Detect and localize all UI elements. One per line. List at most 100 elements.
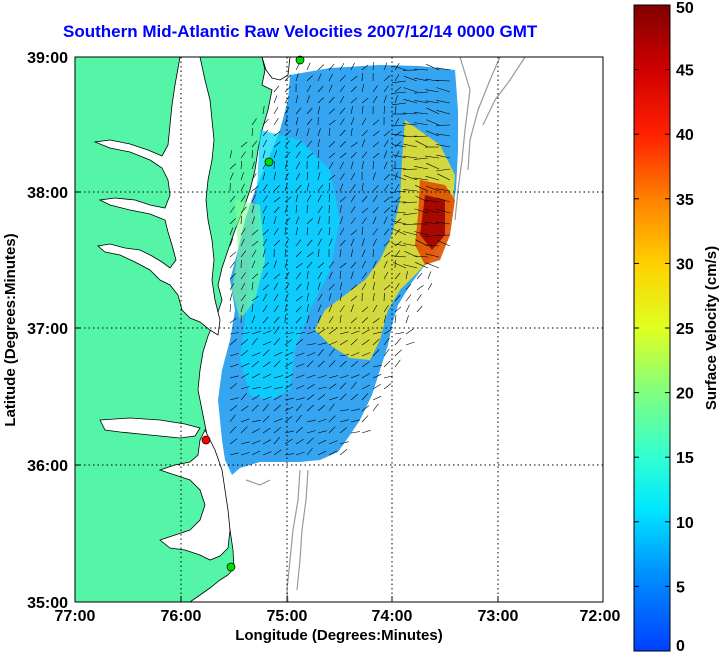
velocity-arrow: [306, 343, 316, 346]
velocity-arrow: [414, 177, 429, 181]
velocity-arrow: [317, 238, 322, 247]
velocity-arrow: [402, 201, 418, 204]
velocity-arrow: [262, 205, 267, 214]
velocity-arrow: [229, 273, 237, 280]
velocity-arrow: [295, 397, 305, 401]
velocity-arrow: [339, 270, 342, 280]
velocity-arrow: [350, 304, 354, 313]
velocity-arrow: [306, 394, 315, 401]
velocity-arrow: [383, 174, 390, 181]
velocity-arrow: [414, 166, 429, 170]
velocity-arrow: [350, 97, 358, 104]
velocity-arrow: [295, 73, 299, 82]
velocity-arrow: [372, 119, 380, 126]
velocity-arrow: [424, 244, 440, 247]
colorbar-tick-label: 0: [676, 638, 685, 655]
velocity-arrow: [361, 139, 366, 148]
velocity-arrow: [306, 315, 310, 324]
velocity-arrow: [361, 72, 363, 82]
velocity-arrow: [273, 106, 279, 115]
velocity-arrow: [251, 205, 255, 214]
velocity-arrow: [383, 240, 391, 247]
velocity-arrow: [425, 209, 440, 214]
velocity-arrow: [284, 74, 291, 82]
velocity-arrow: [383, 360, 391, 368]
velocity-arrow: [229, 318, 237, 324]
velocity-arrow: [405, 271, 408, 280]
station-marker: [295, 55, 305, 65]
velocity-arrow: [372, 365, 382, 368]
velocity-arrow: [229, 293, 233, 302]
velocity-arrow: [273, 282, 278, 291]
velocity-arrow: [339, 249, 342, 258]
velocity-arrow: [339, 141, 346, 148]
velocity-arrow: [306, 352, 316, 357]
velocity-arrow: [240, 386, 250, 390]
velocity-arrow: [361, 415, 369, 423]
velocity-arrow: [383, 383, 392, 390]
velocity-arrow: [437, 173, 451, 181]
velocity-arrow: [339, 293, 343, 302]
velocity-arrow: [405, 328, 414, 335]
velocity-arrow: [361, 238, 365, 247]
velocity-arrow: [229, 338, 237, 346]
velocity-arrow: [425, 78, 440, 82]
velocity-arrow: [317, 271, 323, 280]
velocity-arrow: [328, 341, 338, 346]
velocity-arrow: [403, 243, 418, 247]
velocity-arrow: [317, 249, 320, 258]
velocity-arrow: [306, 437, 314, 445]
velocity-arrow: [328, 304, 333, 313]
velocity-arrow: [273, 449, 282, 456]
velocity-arrow: [372, 403, 379, 412]
velocity-arrow: [350, 374, 360, 379]
x-tick-label: 75:00: [267, 608, 308, 625]
velocity-arrow: [284, 438, 293, 445]
velocity-arrow: [391, 167, 407, 170]
velocity-arrow: [273, 395, 282, 401]
velocity-arrow: [229, 251, 237, 258]
velocity-arrow: [392, 243, 407, 247]
velocity-arrow: [435, 234, 451, 236]
velocity-arrow: [240, 426, 248, 434]
velocity-arrow: [306, 218, 314, 225]
velocity-arrow: [273, 206, 280, 214]
velocity-arrow: [414, 157, 429, 160]
velocity-arrow: [306, 107, 313, 115]
velocity-arrow: [284, 260, 288, 269]
velocity-arrow: [350, 338, 358, 346]
y-tick-label: 38:00: [27, 185, 68, 202]
velocity-arrow: [403, 99, 418, 104]
velocity-arrow: [383, 216, 388, 225]
velocity-arrow: [405, 294, 412, 302]
velocity-arrow: [229, 382, 238, 390]
velocity-arrow: [240, 141, 248, 148]
velocity-arrow: [295, 306, 302, 313]
velocity-arrow: [383, 348, 390, 357]
velocity-arrow: [339, 375, 349, 379]
velocity-arrow: [240, 250, 247, 258]
velocity-arrow: [413, 91, 429, 94]
velocity-arrow: [284, 117, 288, 126]
velocity-arrow: [425, 262, 440, 269]
velocity-arrow: [262, 415, 270, 423]
velocity-arrow: [317, 328, 326, 335]
velocity-arrow: [361, 361, 370, 368]
velocity-arrow: [372, 260, 377, 269]
velocity-arrow: [273, 293, 279, 302]
velocity-arrow: [391, 124, 407, 127]
velocity-arrow: [339, 129, 346, 137]
velocity-arrow: [361, 272, 367, 280]
velocity-arrow: [284, 293, 289, 302]
velocity-arrow: [251, 229, 259, 236]
velocity-arrow: [273, 141, 281, 148]
velocity-arrow: [394, 130, 402, 137]
velocity-arrow: [394, 306, 402, 313]
velocity-arrow: [328, 141, 336, 148]
velocity-arrow: [361, 352, 371, 357]
velocity-arrow: [394, 196, 402, 203]
velocity-arrow: [414, 112, 429, 115]
velocity-arrow: [392, 154, 407, 159]
velocity-arrow: [306, 194, 312, 203]
velocity-arrow: [413, 68, 429, 71]
